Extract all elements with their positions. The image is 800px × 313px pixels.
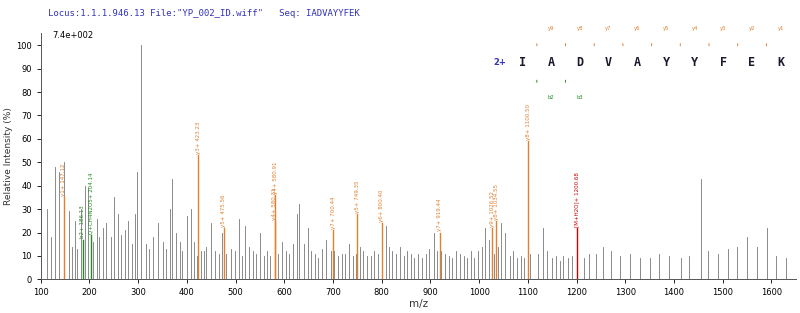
Text: y6: y6 bbox=[634, 26, 641, 31]
Text: y6+ 800.40: y6+ 800.40 bbox=[379, 190, 385, 222]
Text: 2+: 2+ bbox=[493, 59, 506, 68]
Text: 7.4e+002: 7.4e+002 bbox=[52, 31, 93, 40]
Text: E: E bbox=[749, 57, 755, 69]
Text: F: F bbox=[720, 57, 727, 69]
Text: Y: Y bbox=[691, 57, 698, 69]
Text: y1+ 147.12: y1+ 147.12 bbox=[61, 164, 66, 196]
Text: y5+ 749.35: y5+ 749.35 bbox=[354, 180, 359, 213]
X-axis label: m/z: m/z bbox=[409, 299, 428, 309]
Text: A: A bbox=[634, 57, 641, 69]
Text: Q+CH4N2O5+ 204.14: Q+CH4N2O5+ 204.14 bbox=[89, 172, 94, 234]
Text: y8+ 1034.55: y8+ 1034.55 bbox=[494, 184, 498, 220]
Text: b2+ 186.13: b2+ 186.13 bbox=[80, 206, 85, 239]
Text: y9: y9 bbox=[548, 26, 554, 31]
Text: y3+ 423.23: y3+ 423.23 bbox=[196, 122, 201, 154]
Text: y4+ 580.91: y4+ 580.91 bbox=[273, 162, 278, 194]
Text: y1: y1 bbox=[778, 26, 784, 31]
Text: y4+ 580.31: y4+ 580.31 bbox=[272, 187, 278, 220]
Text: b3: b3 bbox=[577, 95, 583, 100]
Text: y9+ 1026.52: y9+ 1026.52 bbox=[490, 191, 494, 227]
Text: I: I bbox=[519, 57, 526, 69]
Text: y7+ 919.44: y7+ 919.44 bbox=[438, 199, 442, 231]
Text: y2: y2 bbox=[749, 26, 755, 31]
Text: [M+H2O]+ 1200.68: [M+H2O]+ 1200.68 bbox=[574, 172, 579, 227]
Text: Locus:1.1.1.946.13 File:"YP_002_ID.wiff"   Seq: IADVAYYFEK: Locus:1.1.1.946.13 File:"YP_002_ID.wiff"… bbox=[48, 9, 360, 18]
Text: A: A bbox=[548, 57, 554, 69]
Text: y7: y7 bbox=[606, 26, 612, 31]
Text: y5: y5 bbox=[662, 26, 670, 31]
Y-axis label: Relative Intensity (%): Relative Intensity (%) bbox=[4, 107, 13, 205]
Text: y8+ 1100.50: y8+ 1100.50 bbox=[526, 104, 530, 140]
Text: y3: y3 bbox=[720, 26, 726, 31]
Text: D: D bbox=[576, 57, 583, 69]
Text: V: V bbox=[605, 57, 612, 69]
Text: y8: y8 bbox=[577, 26, 583, 31]
Text: y5+ 475.56: y5+ 475.56 bbox=[221, 194, 226, 227]
Text: Y: Y bbox=[662, 57, 670, 69]
Text: y7+ 700.44: y7+ 700.44 bbox=[330, 197, 336, 229]
Text: K: K bbox=[777, 57, 784, 69]
Text: b2: b2 bbox=[548, 95, 554, 100]
Text: y4: y4 bbox=[691, 26, 698, 31]
